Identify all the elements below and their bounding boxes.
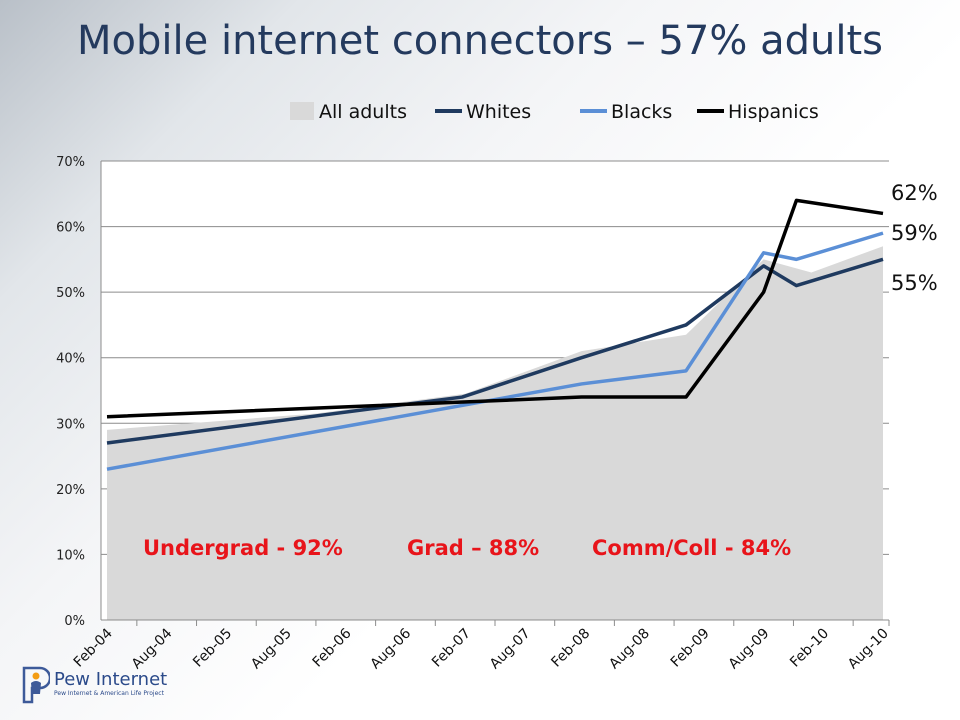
x-tick-label: Feb-07 xyxy=(429,626,474,671)
legend-label-blacks: Blacks xyxy=(611,101,672,123)
x-tick-label: Aug-06 xyxy=(367,625,414,672)
pew-internet-logo: Pew Internet Pew Internet & American Lif… xyxy=(20,664,167,704)
line-series-blacks xyxy=(106,231,884,471)
y-tick-label: 60% xyxy=(56,221,85,236)
legend-swatch-all-adults xyxy=(290,102,314,120)
end-value-label: 55% xyxy=(891,271,938,295)
logo-name: Pew Internet xyxy=(54,669,168,690)
x-tick-label: Feb-10 xyxy=(787,626,832,671)
line-series-hispanics xyxy=(106,198,884,419)
line-series-whites xyxy=(106,257,884,445)
y-tick-label: 30% xyxy=(56,417,85,432)
education-annotation: Undergrad - 92% xyxy=(143,536,343,560)
legend-label-all-adults: All adults xyxy=(319,101,407,123)
area-series-all-adults xyxy=(107,246,883,620)
y-tick-label: 70% xyxy=(56,155,85,170)
slide-title: Mobile internet connectors – 57% adults xyxy=(77,18,883,64)
legend-label-hispanics: Hispanics xyxy=(728,101,819,123)
x-tick-label: Aug-09 xyxy=(726,626,773,673)
x-tick-label: Aug-10 xyxy=(845,626,892,673)
x-tick-label: Feb-05 xyxy=(190,626,235,671)
x-tick-label: Aug-08 xyxy=(606,626,653,673)
pew-person-icon xyxy=(22,666,50,704)
end-value-label: 59% xyxy=(891,221,938,245)
y-tick-label: 40% xyxy=(56,352,85,367)
education-annotation: Grad – 88% xyxy=(407,536,539,560)
y-tick-label: 0% xyxy=(64,614,85,629)
x-tick-label: Feb-08 xyxy=(548,626,593,671)
end-value-label: 62% xyxy=(891,181,938,205)
y-tick-label: 10% xyxy=(56,548,85,563)
education-annotation: Comm/Coll - 84% xyxy=(592,536,791,560)
y-tick-label: 20% xyxy=(56,483,85,498)
logo-tagline: Pew Internet & American Life Project xyxy=(54,690,164,697)
x-tick-label: Feb-06 xyxy=(310,625,355,670)
x-tick-label: Aug-07 xyxy=(487,626,534,673)
x-tick-label: Feb-09 xyxy=(668,626,713,671)
legend-label-whites: Whites xyxy=(466,101,531,123)
x-tick-label: Aug-05 xyxy=(248,626,295,673)
y-tick-label: 50% xyxy=(56,286,85,301)
